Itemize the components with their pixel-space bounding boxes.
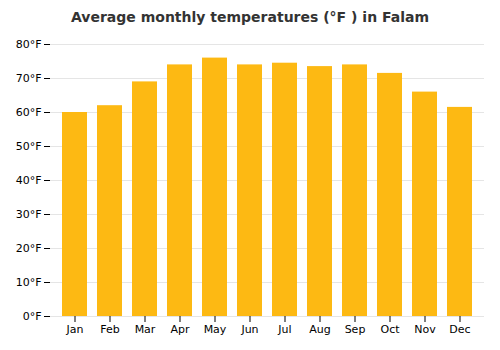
svg-text:Sep: Sep [345,323,366,336]
svg-text:Dec: Dec [449,323,470,336]
svg-text:Nov: Nov [414,323,436,336]
svg-text:40°F: 40°F [16,174,42,187]
svg-text:Apr: Apr [170,323,190,336]
svg-text:Jul: Jul [277,323,291,336]
svg-text:Mar: Mar [135,323,156,336]
html-text:Average monthly temperatures (: Average monthly temperatures (°F ) in Fa… [71,9,429,25]
svg-text:60°F: 60°F [16,106,42,119]
svg-text:Oct: Oct [380,323,400,336]
svg-text:50°F: 50°F [16,140,42,153]
svg-text:80°F: 80°F [16,38,42,51]
svg-text:Jan: Jan [66,323,84,336]
svg-text:Aug: Aug [309,323,330,336]
svg-text:Jun: Jun [240,323,258,336]
svg-text:0°F: 0°F [23,310,42,323]
svg-text:Feb: Feb [100,323,119,336]
svg-text:30°F: 30°F [16,208,42,221]
svg-text:20°F: 20°F [16,242,42,255]
svg-text:10°F: 10°F [16,276,42,289]
svg-text:70°F: 70°F [16,72,42,85]
svg-text:May: May [204,323,227,336]
